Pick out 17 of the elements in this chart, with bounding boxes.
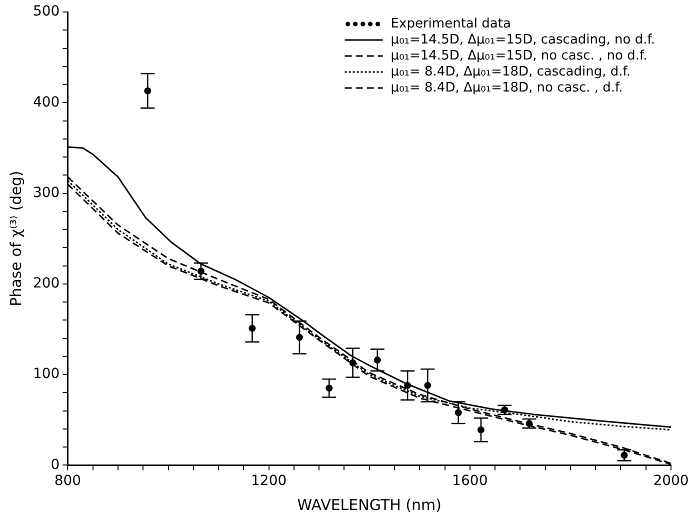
legend-label: Experimental data	[390, 16, 511, 32]
legend-label: μ₀₁= 8.4D, Δμ₀₁=18D, no casc. , d.f.	[390, 80, 623, 96]
x-tick-label: 2000	[653, 473, 689, 490]
legend-label: μ₀₁=14.5D, Δμ₀₁=15D, no casc. , no d.f.	[390, 48, 648, 64]
y-tick-label: 100	[32, 366, 60, 382]
y-tick-label: 200	[32, 276, 60, 292]
legend-label: μ₀₁= 8.4D, Δμ₀₁=18D, cascading, d.f.	[390, 64, 631, 80]
legend-label: μ₀₁=14.5D, Δμ₀₁=15D, cascading, no d.f.	[390, 32, 656, 48]
x-axis-title: WAVELENGTH (nm)	[297, 496, 442, 514]
x-tick-label: 1200	[250, 473, 287, 490]
x-tick-label: 800	[54, 473, 82, 490]
x-tick-label: 1600	[452, 473, 488, 490]
y-tick-label: 500	[32, 4, 60, 20]
y-tick-label: 0	[50, 456, 60, 473]
y-tick-label: 300	[32, 184, 60, 201]
y-tick-label: 400	[32, 94, 60, 110]
y-axis-title: Phase of χ⁽³⁾ (deg)	[6, 170, 25, 306]
